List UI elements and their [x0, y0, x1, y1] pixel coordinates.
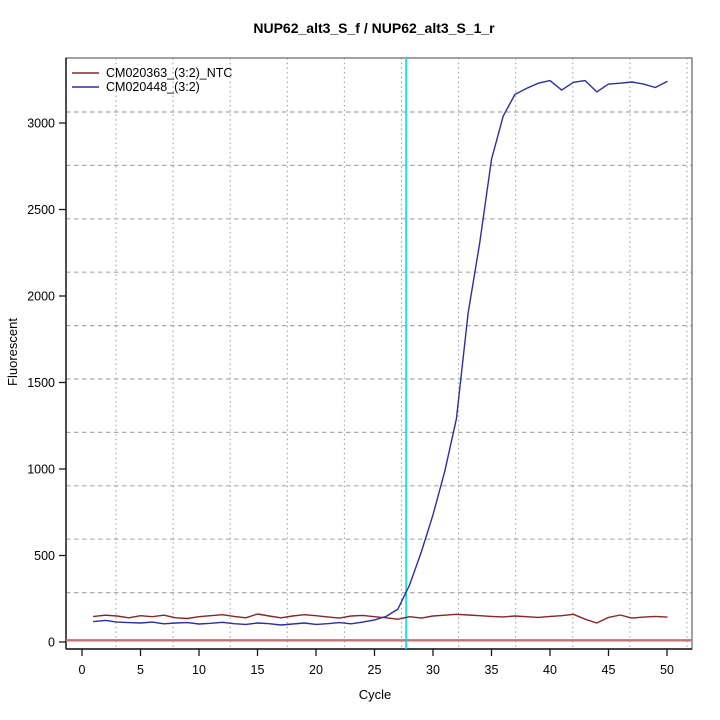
series-line-1 — [92, 79, 668, 626]
x-tick-label: 15 — [251, 663, 265, 677]
y-tick-label: 1500 — [27, 376, 55, 390]
chart-title: NUP62_alt3_S_f / NUP62_alt3_S_1_r — [253, 20, 495, 36]
x-axis-label: Cycle — [359, 687, 392, 702]
x-tick-label: 10 — [192, 663, 206, 677]
legend-label-sample: CM020448_(3:2) — [106, 80, 200, 94]
series-lines-layer — [66, 58, 692, 649]
x-tick-label: 50 — [660, 663, 674, 677]
axis-ticks-layer — [59, 122, 668, 656]
x-tick-label: 0 — [79, 663, 86, 677]
y-axis-label: Fluorescent — [5, 318, 20, 386]
x-tick-label: 5 — [137, 663, 144, 677]
plot-border — [65, 57, 693, 650]
x-tick-label: 45 — [602, 663, 616, 677]
series-line-0 — [92, 613, 668, 624]
y-tick-label: 500 — [34, 549, 55, 563]
gridlines-layer — [66, 58, 692, 649]
x-tick-label: 20 — [309, 663, 323, 677]
x-tick-label: 35 — [485, 663, 499, 677]
y-tick-label: 3000 — [27, 117, 55, 131]
plot-box-layer — [65, 57, 693, 650]
x-tick-label: 40 — [543, 663, 557, 677]
y-tick-label: 2000 — [27, 290, 55, 304]
y-tick-label: 2500 — [27, 203, 55, 217]
x-tick-label: 25 — [368, 663, 382, 677]
x-tick-label: 30 — [426, 663, 440, 677]
y-tick-label: 1000 — [27, 463, 55, 477]
y-tick-label: 0 — [48, 636, 55, 650]
legend: CM020363_(3:2)_NTC CM020448_(3:2) — [72, 66, 232, 94]
legend-label-ntc: CM020363_(3:2)_NTC — [106, 66, 232, 80]
tick-labels-layer: 0 5 10 15 20 25 30 35 40 45 5005001000150020002500… — [27, 117, 674, 678]
